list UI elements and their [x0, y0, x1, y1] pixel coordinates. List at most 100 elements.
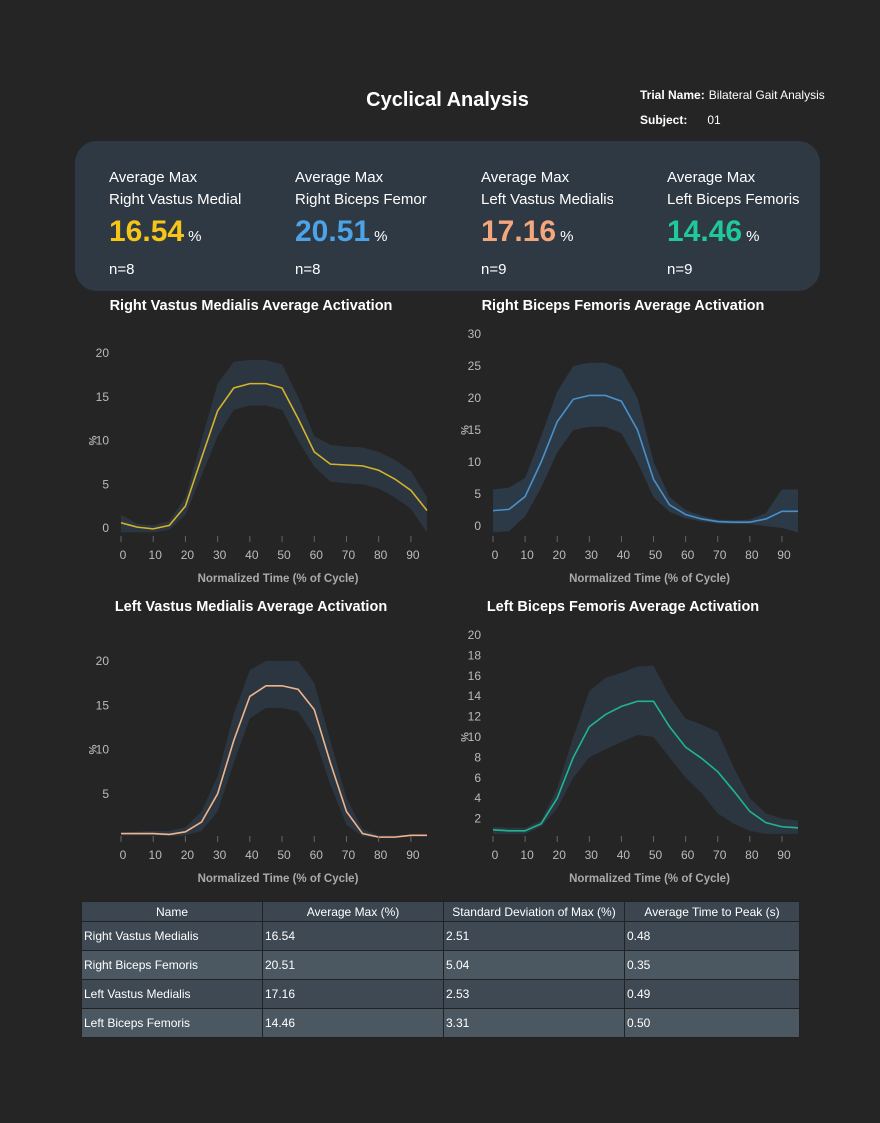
x-tick-label: 90	[777, 548, 791, 562]
card-muscle: Left Biceps Femoris	[667, 191, 799, 208]
x-tick-label: 20	[181, 548, 195, 562]
x-tick-label: 90	[406, 548, 420, 562]
x-axis-label: Normalized Time (% of Cycle)	[198, 573, 359, 585]
std-band	[121, 360, 427, 533]
y-tick-label: 16	[468, 669, 482, 683]
y-tick-label: 12	[468, 710, 482, 724]
subject-label: Subject:	[640, 113, 688, 127]
x-tick-label: 10	[520, 848, 534, 862]
chart-right-biceps-femoris: 0 5 10 15 20 25 30 0 10 20 30 40 50 60 70 80 90 Normalize…	[443, 295, 803, 590]
x-tick-label: 40	[617, 848, 631, 862]
chart-svg: 0 5 10 15 20 0 10 20 30 40 50 60 70 80 90 Normalized Ti…	[86, 346, 428, 585]
x-tick-label: 40	[617, 548, 631, 562]
x-tick-label: 50	[277, 848, 291, 862]
x-tick-label: 0	[492, 548, 499, 562]
y-tick-label: 25	[468, 359, 482, 373]
summary-table: Name Average Max (%) Standard Deviation …	[81, 901, 800, 1038]
x-tick-label: 70	[713, 848, 727, 862]
x-tick-label: 0	[492, 848, 499, 862]
card-unit: %	[188, 228, 202, 245]
mean-line	[492, 700, 799, 832]
chart-svg: 0 5 10 15 20 25 30 0 10 20 30 40 50 60 70 80 90 Normalize…	[458, 327, 798, 585]
card-value: 16.54	[109, 215, 185, 248]
y-axis-label: %	[458, 732, 470, 742]
x-tick-label: 40	[245, 848, 259, 862]
x-tick-label: 50	[277, 548, 291, 562]
card-count: n=9	[667, 261, 693, 278]
column-header: Standard Deviation of Max (%)	[443, 901, 625, 922]
table-cell: 17.16	[262, 979, 444, 1009]
x-tick-label: 60	[310, 548, 324, 562]
x-tick-label: 90	[777, 848, 791, 862]
chart-right-vastus-medialis: 0 5 10 15 20 0 10 20 30 40 50 60 70 80 90 Normalized Ti…	[71, 295, 431, 590]
table-cell: 0.49	[624, 979, 800, 1009]
subject: Subject: 01	[640, 113, 721, 127]
y-tick-label: 0	[102, 521, 109, 535]
table-cell: 2.51	[443, 921, 625, 951]
y-tick-label: 6	[474, 771, 481, 785]
trial-name-value: Bilateral Gait Analysis	[708, 88, 825, 102]
std-band	[493, 362, 798, 533]
x-tick-label: 70	[342, 848, 356, 862]
chart-title: Right Biceps Femoris Average Activation	[481, 298, 765, 314]
x-tick-label: 50	[649, 548, 663, 562]
y-tick-label: 5	[102, 787, 109, 801]
y-tick-label: 15	[96, 698, 110, 712]
table-cell: 3.31	[443, 1008, 625, 1038]
card-label: Average Max	[667, 169, 756, 186]
x-tick-label: 80	[745, 848, 759, 862]
page-title: Cyclical Analysis	[366, 89, 529, 111]
x-tick-label: 70	[713, 548, 727, 562]
card-unit: %	[746, 228, 760, 245]
chart-left-biceps-femoris: 2 4 6 8 10 12 14 16 18 20 0 10 20 30 40 50 60 70 80 90 Norma…	[443, 596, 803, 891]
card-muscle: Right Vastus Medialis	[109, 191, 241, 208]
x-tick-label: 30	[585, 848, 599, 862]
x-tick-label: 60	[681, 548, 695, 562]
y-tick-label: 10	[96, 434, 110, 448]
subject-value: 01	[707, 113, 721, 127]
mean-line	[120, 382, 428, 530]
y-tick-label: 5	[474, 487, 481, 501]
table-cell: 14.46	[262, 1008, 444, 1038]
x-axis-label: Normalized Time (% of Cycle)	[569, 573, 730, 585]
y-tick-label: 15	[468, 423, 482, 437]
card-muscle: Left Vastus Medialis	[481, 191, 613, 208]
x-tick-label: 80	[374, 848, 388, 862]
x-tick-label: 10	[149, 848, 163, 862]
y-tick-label: 10	[96, 743, 110, 757]
y-tick-label: 15	[96, 390, 110, 404]
table-cell: 0.35	[624, 950, 800, 980]
y-tick-label: 0	[474, 519, 481, 533]
x-tick-label: 20	[553, 548, 567, 562]
y-tick-label: 20	[96, 346, 110, 360]
table-row: Right Biceps Femoris 20.51 5.04 0.35	[81, 950, 800, 980]
y-tick-label: 14	[468, 689, 482, 703]
column-header: Average Max (%)	[262, 901, 444, 922]
x-tick-label: 20	[181, 848, 195, 862]
card-count: n=9	[481, 261, 507, 278]
chart-svg: 2 4 6 8 10 12 14 16 18 20 0 10 20 30 40 50 60 70 80 90 Norma…	[458, 628, 799, 885]
table-header-row: Name Average Max (%) Standard Deviation …	[81, 901, 800, 922]
table-cell: 5.04	[443, 950, 625, 980]
y-axis-label: %	[86, 436, 98, 446]
y-tick-label: 4	[474, 791, 481, 805]
table-cell: Right Vastus Medialis	[81, 921, 263, 951]
column-header: Average Time to Peak (s)	[624, 901, 800, 922]
mean-line	[492, 394, 798, 523]
table-cell: 16.54	[262, 921, 444, 951]
y-tick-label: 20	[468, 391, 482, 405]
table-cell: Right Biceps Femoris	[81, 950, 263, 980]
x-tick-label: 20	[553, 848, 567, 862]
table-cell: Left Biceps Femoris	[81, 1008, 263, 1038]
x-axis-label: Normalized Time (% of Cycle)	[569, 873, 730, 885]
x-tick-label: 70	[342, 548, 356, 562]
x-tick-label: 10	[149, 548, 163, 562]
y-tick-label: 10	[468, 455, 482, 469]
column-header: Name	[81, 901, 263, 922]
table-row: Left Biceps Femoris 14.46 3.31 0.50	[81, 1008, 800, 1038]
std-band	[121, 661, 427, 838]
x-tick-label: 10	[520, 548, 534, 562]
x-tick-label: 30	[213, 548, 227, 562]
chart-title: Left Biceps Femoris Average Activation	[486, 599, 760, 615]
